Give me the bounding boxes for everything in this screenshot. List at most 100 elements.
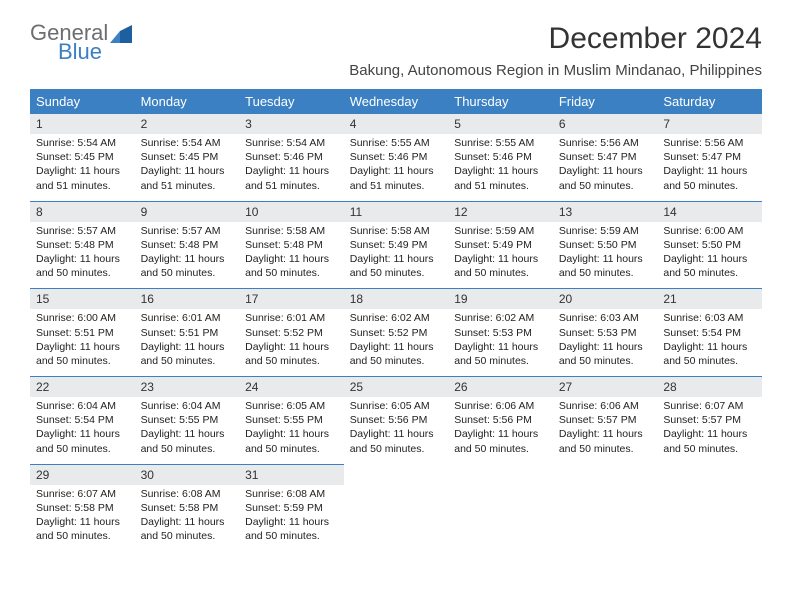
brand-text: General Blue — [30, 22, 108, 63]
date-data-cell: Sunrise: 6:08 AMSunset: 5:58 PMDaylight:… — [135, 485, 240, 552]
daylight-text-line2: and 50 minutes. — [350, 442, 443, 456]
sunrise-text: Sunrise: 5:55 AM — [350, 136, 443, 150]
date-number-cell: 27 — [553, 377, 658, 398]
date-data-cell: Sunrise: 5:57 AMSunset: 5:48 PMDaylight:… — [30, 222, 135, 289]
date-data-cell: Sunrise: 5:54 AMSunset: 5:46 PMDaylight:… — [239, 134, 344, 201]
sunset-text: Sunset: 5:48 PM — [245, 238, 338, 252]
sunrise-text: Sunrise: 6:07 AM — [663, 399, 756, 413]
date-data-cell — [448, 485, 553, 552]
date-data-row: Sunrise: 6:07 AMSunset: 5:58 PMDaylight:… — [30, 485, 762, 552]
daylight-text-line1: Daylight: 11 hours — [36, 427, 129, 441]
daylight-text-line1: Daylight: 11 hours — [454, 427, 547, 441]
daylight-text-line2: and 50 minutes. — [36, 442, 129, 456]
date-number-cell: 17 — [239, 289, 344, 310]
daylight-text-line2: and 50 minutes. — [663, 354, 756, 368]
date-data-cell: Sunrise: 6:04 AMSunset: 5:55 PMDaylight:… — [135, 397, 240, 464]
sunset-text: Sunset: 5:50 PM — [663, 238, 756, 252]
sunrise-text: Sunrise: 5:59 AM — [559, 224, 652, 238]
date-number-cell: 31 — [239, 464, 344, 485]
daylight-text-line2: and 50 minutes. — [141, 442, 234, 456]
daylight-text-line1: Daylight: 11 hours — [141, 340, 234, 354]
date-data-cell: Sunrise: 6:03 AMSunset: 5:54 PMDaylight:… — [657, 309, 762, 376]
daylight-text-line2: and 51 minutes. — [141, 179, 234, 193]
date-data-cell: Sunrise: 5:54 AMSunset: 5:45 PMDaylight:… — [135, 134, 240, 201]
date-number-cell: 22 — [30, 377, 135, 398]
daylight-text-line1: Daylight: 11 hours — [141, 427, 234, 441]
month-title: December 2024 — [349, 22, 762, 56]
daylight-text-line1: Daylight: 11 hours — [454, 340, 547, 354]
date-data-cell: Sunrise: 6:03 AMSunset: 5:53 PMDaylight:… — [553, 309, 658, 376]
dow-cell: Sunday — [30, 89, 135, 114]
sunrise-text: Sunrise: 6:08 AM — [141, 487, 234, 501]
daylight-text-line2: and 50 minutes. — [350, 354, 443, 368]
brand-logo: General Blue — [30, 22, 138, 63]
daylight-text-line2: and 50 minutes. — [663, 179, 756, 193]
date-data-cell: Sunrise: 6:00 AMSunset: 5:50 PMDaylight:… — [657, 222, 762, 289]
sunset-text: Sunset: 5:55 PM — [141, 413, 234, 427]
date-data-cell: Sunrise: 6:07 AMSunset: 5:57 PMDaylight:… — [657, 397, 762, 464]
date-data-cell: Sunrise: 6:04 AMSunset: 5:54 PMDaylight:… — [30, 397, 135, 464]
sunset-text: Sunset: 5:56 PM — [454, 413, 547, 427]
daylight-text-line1: Daylight: 11 hours — [350, 164, 443, 178]
daylight-text-line2: and 50 minutes. — [36, 266, 129, 280]
calendar-body: SundayMondayTuesdayWednesdayThursdayFrid… — [30, 89, 762, 551]
date-number-cell: 5 — [448, 114, 553, 134]
date-data-cell: Sunrise: 5:59 AMSunset: 5:49 PMDaylight:… — [448, 222, 553, 289]
sunset-text: Sunset: 5:58 PM — [141, 501, 234, 515]
date-number-cell — [553, 464, 658, 485]
sunset-text: Sunset: 5:47 PM — [663, 150, 756, 164]
date-number-cell: 25 — [344, 377, 449, 398]
daylight-text-line2: and 50 minutes. — [454, 266, 547, 280]
date-data-cell: Sunrise: 5:55 AMSunset: 5:46 PMDaylight:… — [344, 134, 449, 201]
daylight-text-line2: and 50 minutes. — [559, 442, 652, 456]
sunset-text: Sunset: 5:58 PM — [36, 501, 129, 515]
sunset-text: Sunset: 5:51 PM — [36, 326, 129, 340]
daylight-text-line2: and 50 minutes. — [245, 266, 338, 280]
date-data-cell: Sunrise: 5:58 AMSunset: 5:49 PMDaylight:… — [344, 222, 449, 289]
sunset-text: Sunset: 5:46 PM — [245, 150, 338, 164]
sunrise-text: Sunrise: 5:56 AM — [663, 136, 756, 150]
date-data-cell: Sunrise: 6:01 AMSunset: 5:52 PMDaylight:… — [239, 309, 344, 376]
dow-cell: Monday — [135, 89, 240, 114]
calendar-page: General Blue December 2024 Bakung, Auton… — [0, 0, 792, 571]
sunrise-text: Sunrise: 6:06 AM — [559, 399, 652, 413]
daylight-text-line1: Daylight: 11 hours — [350, 340, 443, 354]
date-number-row: 22232425262728 — [30, 377, 762, 398]
daylight-text-line2: and 50 minutes. — [245, 442, 338, 456]
daylight-text-line2: and 50 minutes. — [141, 529, 234, 543]
sunrise-text: Sunrise: 6:05 AM — [245, 399, 338, 413]
daylight-text-line2: and 50 minutes. — [141, 354, 234, 368]
sunrise-text: Sunrise: 5:58 AM — [245, 224, 338, 238]
sunrise-text: Sunrise: 6:08 AM — [245, 487, 338, 501]
daylight-text-line2: and 51 minutes. — [454, 179, 547, 193]
date-number-cell: 21 — [657, 289, 762, 310]
date-number-row: 1234567 — [30, 114, 762, 134]
sunset-text: Sunset: 5:54 PM — [663, 326, 756, 340]
sunset-text: Sunset: 5:45 PM — [36, 150, 129, 164]
sunset-text: Sunset: 5:52 PM — [245, 326, 338, 340]
daylight-text-line1: Daylight: 11 hours — [663, 164, 756, 178]
sunrise-text: Sunrise: 6:03 AM — [559, 311, 652, 325]
sunrise-text: Sunrise: 5:55 AM — [454, 136, 547, 150]
date-number-cell: 24 — [239, 377, 344, 398]
sunset-text: Sunset: 5:59 PM — [245, 501, 338, 515]
date-number-cell: 8 — [30, 201, 135, 222]
date-number-cell: 6 — [553, 114, 658, 134]
date-data-cell: Sunrise: 6:08 AMSunset: 5:59 PMDaylight:… — [239, 485, 344, 552]
daylight-text-line2: and 50 minutes. — [36, 354, 129, 368]
sunrise-text: Sunrise: 6:02 AM — [350, 311, 443, 325]
sunrise-text: Sunrise: 6:05 AM — [350, 399, 443, 413]
daylight-text-line2: and 50 minutes. — [559, 179, 652, 193]
daylight-text-line1: Daylight: 11 hours — [36, 164, 129, 178]
sunset-text: Sunset: 5:45 PM — [141, 150, 234, 164]
date-number-cell: 4 — [344, 114, 449, 134]
date-number-cell: 15 — [30, 289, 135, 310]
date-data-cell — [553, 485, 658, 552]
daylight-text-line1: Daylight: 11 hours — [36, 515, 129, 529]
date-number-cell: 30 — [135, 464, 240, 485]
date-data-cell: Sunrise: 6:06 AMSunset: 5:56 PMDaylight:… — [448, 397, 553, 464]
location-subtitle: Bakung, Autonomous Region in Muslim Mind… — [349, 62, 762, 79]
date-number-cell: 23 — [135, 377, 240, 398]
sunrise-text: Sunrise: 5:59 AM — [454, 224, 547, 238]
sunset-text: Sunset: 5:55 PM — [245, 413, 338, 427]
